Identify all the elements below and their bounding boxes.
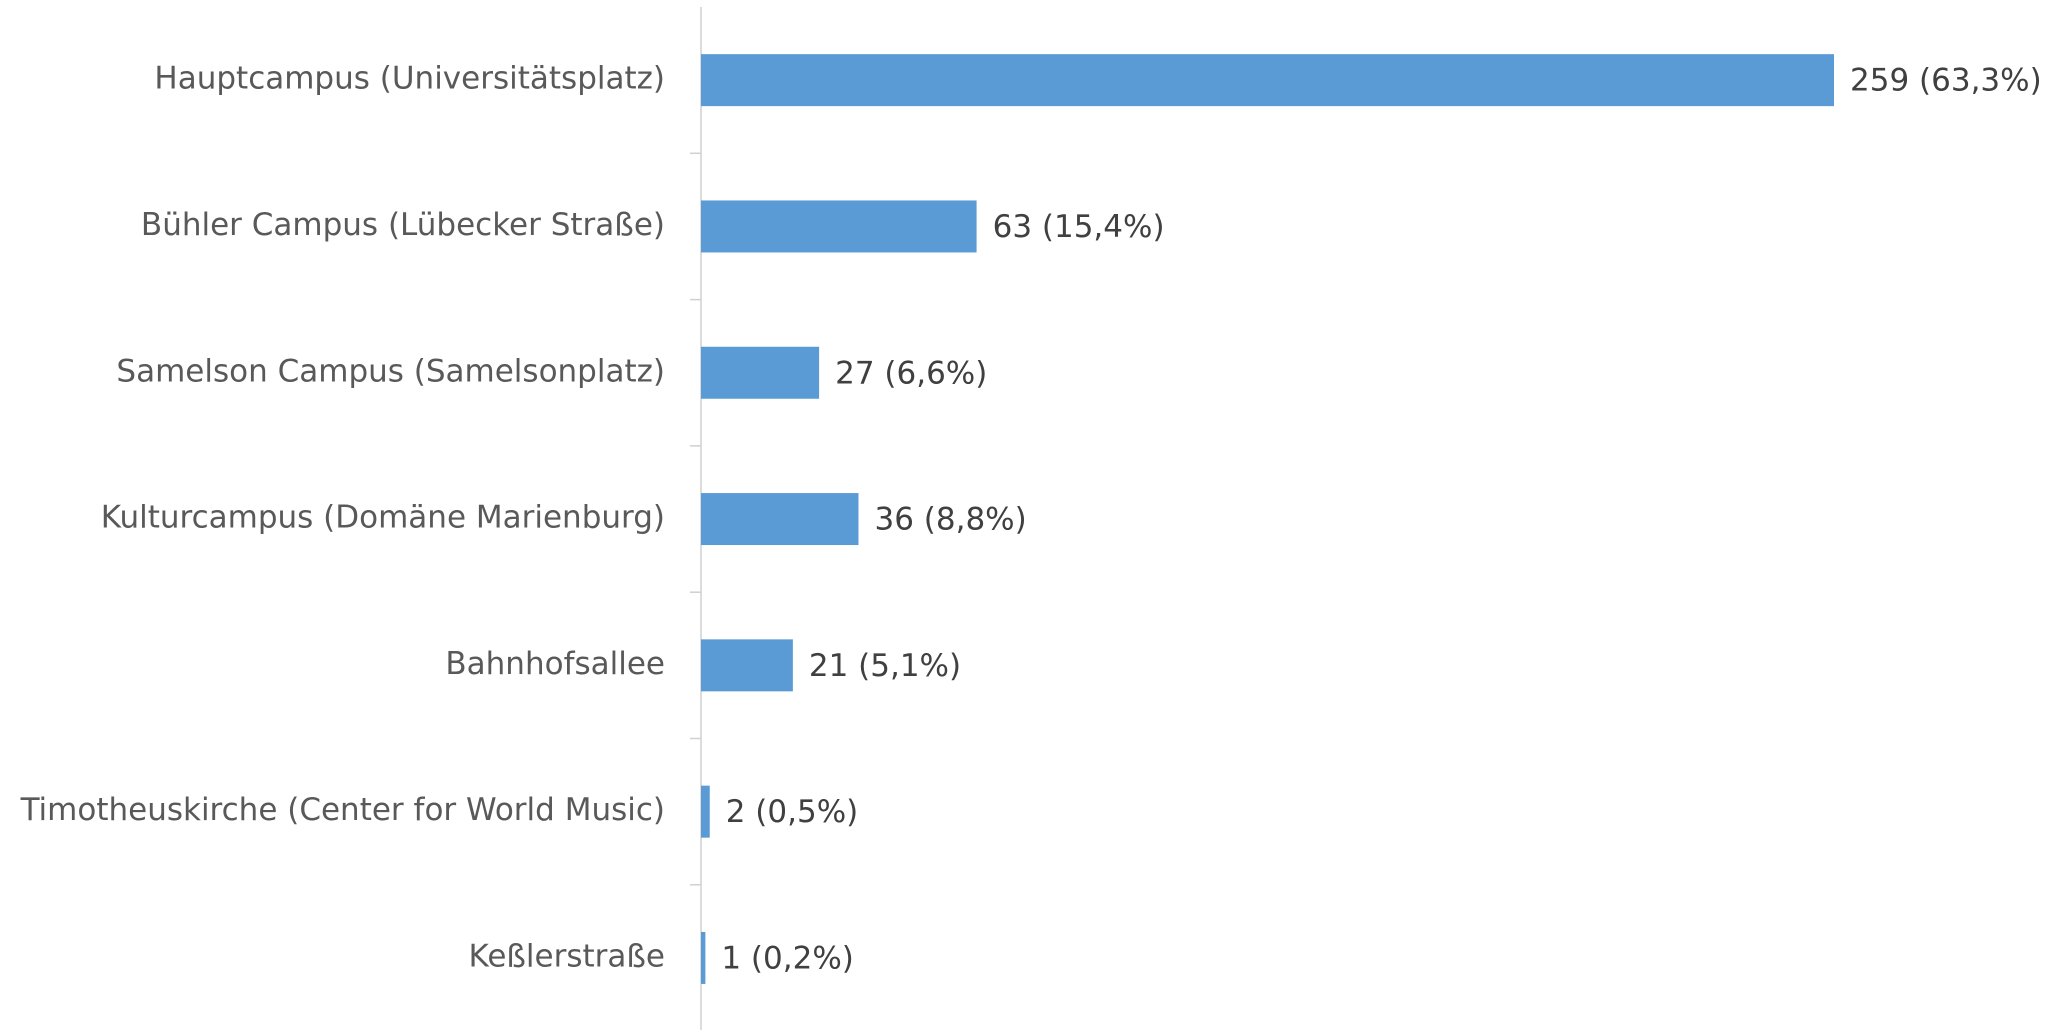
value-label: 259 (63,3%): [1850, 63, 2042, 99]
bar: [701, 200, 977, 253]
value-label: 27 (6,6%): [835, 355, 987, 391]
category-label: Hauptcampus (Universitätsplatz): [154, 61, 665, 97]
bar: [701, 785, 710, 838]
bar: [701, 493, 859, 546]
category-label: Keßlerstraße: [469, 938, 665, 974]
value-label: 36 (8,8%): [874, 502, 1026, 538]
value-label: 1 (0,2%): [721, 940, 854, 976]
bar: [701, 54, 1834, 107]
bar: [701, 346, 820, 399]
value-label: 63 (15,4%): [993, 209, 1165, 245]
bar: [701, 639, 793, 692]
category-label: Samelson Campus (Samelsonplatz): [116, 353, 665, 389]
category-label: Timotheuskirche (Center for World Music): [20, 792, 665, 828]
category-label: Kulturcampus (Domäne Marienburg): [101, 500, 665, 536]
bar: [701, 931, 706, 984]
value-label: 21 (5,1%): [809, 648, 961, 684]
category-label: Bahnhofsallee: [445, 646, 665, 682]
category-label: Bühler Campus (Lübecker Straße): [141, 207, 665, 243]
value-label: 2 (0,5%): [726, 794, 859, 830]
